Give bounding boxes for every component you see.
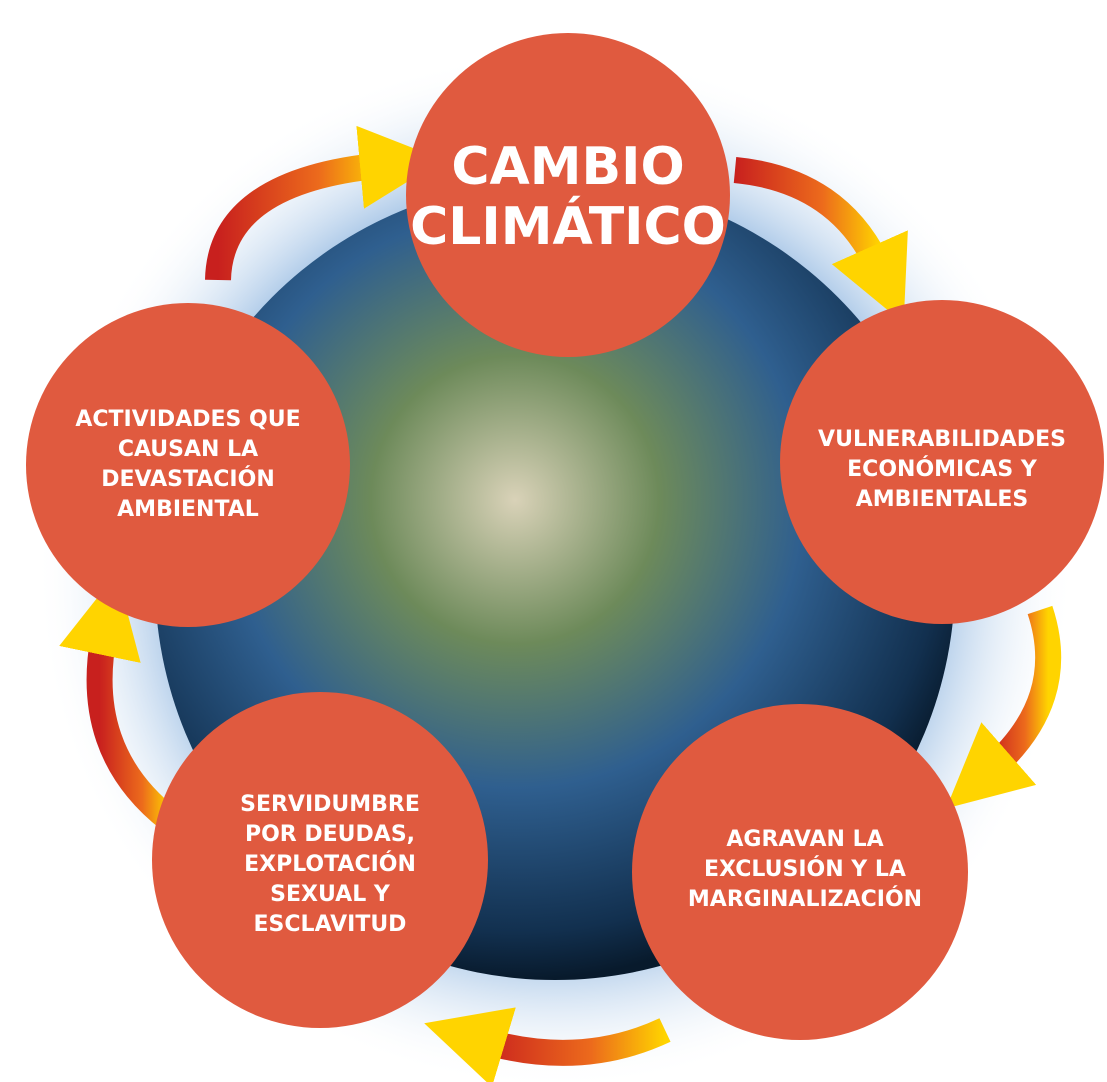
node-label: CAMBIO [451, 137, 684, 197]
node-label: MARGINALIZACIÓN [688, 886, 922, 912]
node-label: ACTIVIDADES QUE [75, 407, 300, 432]
node-label: POR DEUDAS, [245, 822, 415, 847]
node-label: CLIMÁTICO [410, 196, 726, 257]
node-label: AMBIENTAL [117, 497, 259, 522]
node-label: ESCLAVITUD [254, 912, 407, 937]
node-label: CAUSAN LA [118, 437, 258, 462]
node-label: DEVASTACIÓN [101, 466, 274, 492]
node-circle [26, 303, 350, 627]
node-label: EXCLUSIÓN Y LA [704, 856, 906, 882]
node-label: SERVIDUMBRE [240, 792, 420, 817]
node-label: EXPLOTACIÓN [244, 851, 416, 877]
node-label: SEXUAL Y [270, 882, 391, 907]
node-label: VULNERABILIDADES [818, 427, 1066, 452]
node-label: AMBIENTALES [856, 487, 1029, 512]
diagram: CAMBIOCLIMÁTICO VULNERABILIDADES ECONÓMICA… [0, 0, 1107, 1082]
node-label: ECONÓMICAS Y [847, 456, 1038, 482]
node-label: AGRAVAN LA [726, 827, 883, 852]
